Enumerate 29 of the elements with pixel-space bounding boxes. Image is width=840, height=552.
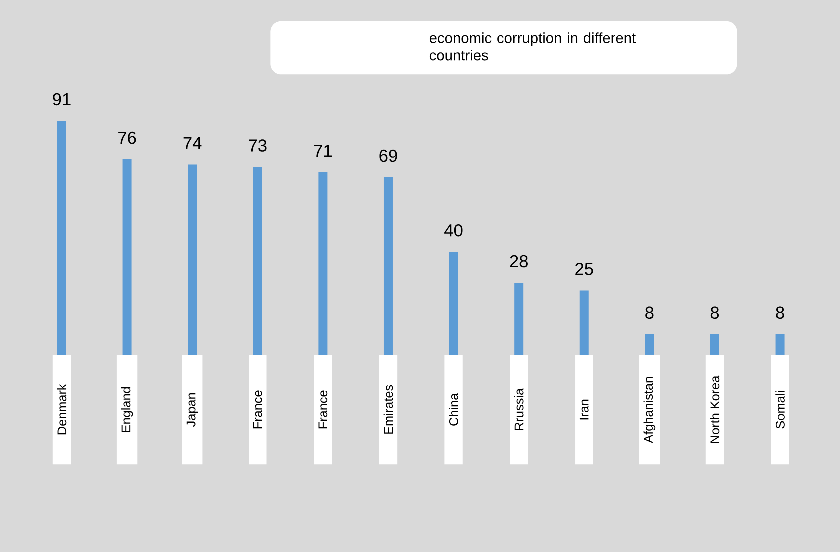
data-label: 76 bbox=[118, 132, 136, 144]
data-label: 91 bbox=[53, 93, 71, 106]
x-tick-label: Rrussia bbox=[514, 388, 524, 430]
chart-title: economic corruption in different countries bbox=[430, 32, 636, 61]
bar bbox=[580, 290, 589, 355]
data-label: 69 bbox=[380, 150, 398, 162]
x-tick-label: Afghanistan bbox=[644, 377, 656, 444]
x-tick-label: Emirates bbox=[384, 385, 394, 434]
x-tick-label: England bbox=[121, 388, 134, 432]
x-tick-label: Somali bbox=[776, 391, 785, 429]
x-tick-label: France bbox=[318, 390, 328, 429]
bar bbox=[710, 334, 720, 355]
data-label: 8 bbox=[710, 306, 720, 320]
data-label: 8 bbox=[646, 306, 654, 320]
data-label: 73 bbox=[249, 140, 267, 152]
data-label: 71 bbox=[314, 145, 332, 158]
bar bbox=[645, 334, 654, 355]
data-label: 28 bbox=[510, 255, 528, 268]
x-tick-label: China bbox=[449, 393, 458, 426]
data-label: 25 bbox=[576, 263, 594, 276]
x-tick-label: Japan bbox=[186, 393, 198, 427]
x-tick-label: Iran bbox=[580, 400, 589, 420]
data-label: 8 bbox=[776, 306, 784, 320]
bar bbox=[776, 334, 785, 355]
data-label: 74 bbox=[184, 137, 202, 150]
x-tick-label: France bbox=[253, 390, 262, 429]
x-tick-label: North Korea bbox=[710, 376, 720, 444]
data-label: 40 bbox=[444, 224, 463, 237]
x-tick-label: Denmark bbox=[57, 384, 67, 435]
